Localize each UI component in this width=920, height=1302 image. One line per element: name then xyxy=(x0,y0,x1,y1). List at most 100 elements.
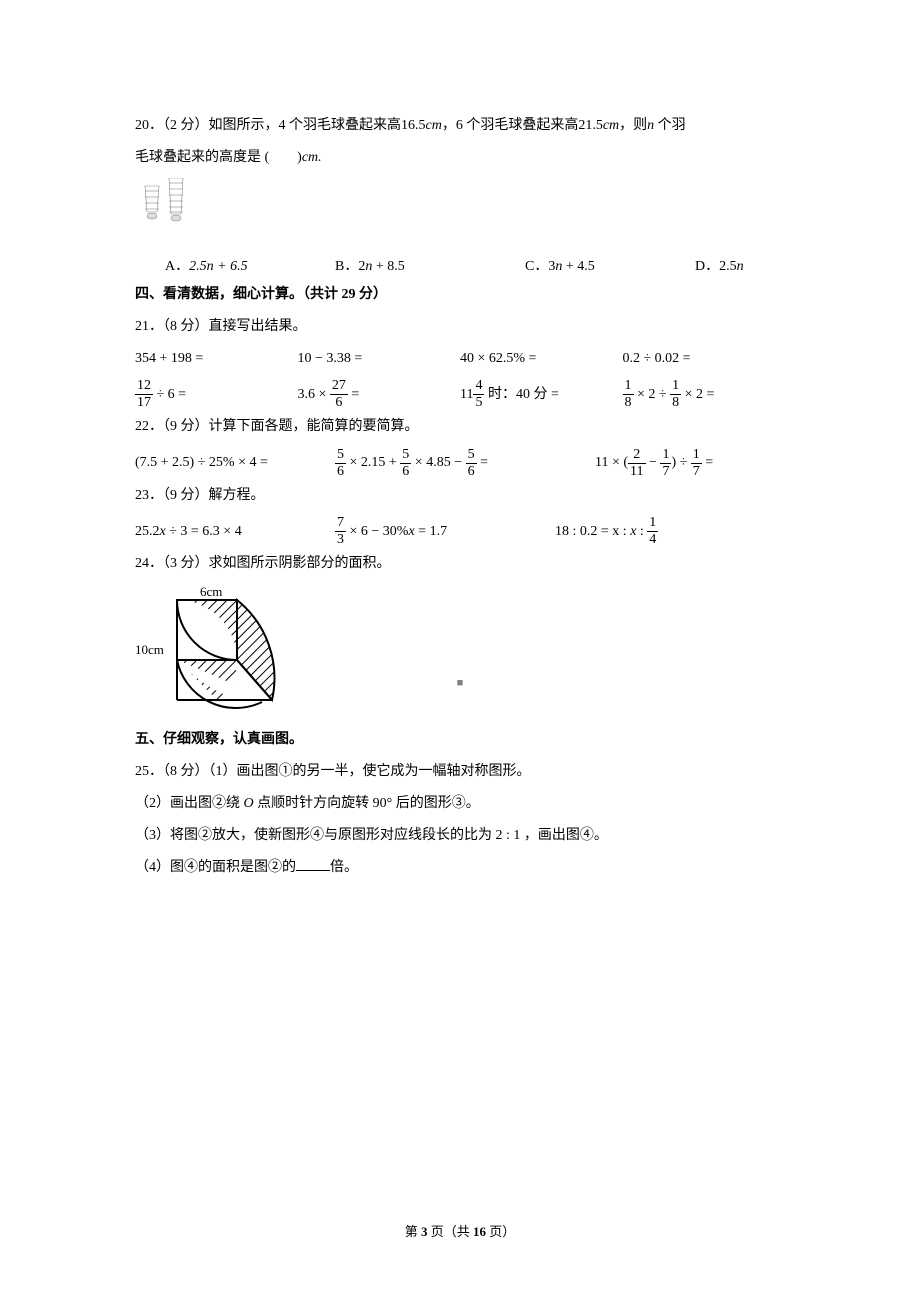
section5-heading: 五、仔细观察，认真画图。 xyxy=(135,726,785,754)
q25-p4: （4）图④的面积是图②的 倍。 xyxy=(135,854,785,882)
q20-choice-b: B．2n + 8.5 xyxy=(335,253,525,281)
fill-blank[interactable] xyxy=(296,858,330,872)
q20-choice-c: C．3n + 4.5 xyxy=(525,253,695,281)
tail: = xyxy=(702,455,713,470)
q23-c1: 25.2x ÷ 3 = 6.3 × 4 xyxy=(135,514,335,550)
f-num: 12 xyxy=(135,379,153,395)
t: 倍。 xyxy=(330,860,358,875)
q22-c2: 56 × 2.15 + 56 × 4.85 − 56 = xyxy=(335,445,595,481)
footer-e: 页） xyxy=(486,1224,515,1239)
label-left: 10cm xyxy=(135,642,164,657)
footer-a: 第 xyxy=(405,1224,421,1239)
q20-h2: 21.5 xyxy=(578,118,603,133)
m1: × 2.15 + xyxy=(346,455,400,470)
q20-choice-a: A．2.5n + 6.5 xyxy=(165,253,335,281)
label-top: 6cm xyxy=(200,584,222,599)
f-den: 7 xyxy=(691,464,702,479)
q23-c3: 18 : 0.2 = x : x : 14 xyxy=(555,514,785,550)
f-num: 1 xyxy=(623,379,634,395)
choice-b-expr: 2n + 8.5 xyxy=(358,259,404,274)
q20-text-1b: ，6 个羽毛球叠起来高 xyxy=(442,118,579,133)
page-footer: 第 3 页（共 16 页） xyxy=(0,1221,920,1240)
q20-h1: 16.5 xyxy=(401,118,426,133)
f-den: 5 xyxy=(473,395,484,410)
q24-figure: 6cm 10cm xyxy=(135,584,785,720)
choice-d-expr: 2.5n xyxy=(719,259,744,274)
choice-a-expr: 2.5n + 6.5 xyxy=(189,259,247,274)
f-num: 1 xyxy=(660,448,671,464)
m2: ) ÷ xyxy=(671,455,690,470)
q20-text-1d: 个羽 xyxy=(654,118,686,133)
f-den: 6 xyxy=(466,464,477,479)
f-den: 6 xyxy=(400,464,411,479)
q25-p3: （3）将图②放大，使新图形④与原图形对应线段长的比为 2 : 1 ，画出图④。 xyxy=(135,822,785,850)
f-den: 6 xyxy=(335,464,346,479)
choice-a-label: A． xyxy=(165,259,189,274)
m1: − xyxy=(646,455,661,470)
f-num: 1 xyxy=(691,448,702,464)
q20-text-1c: ，则 xyxy=(619,118,647,133)
section4-heading: 四、看清数据，细心计算。（共计 29 分） xyxy=(135,281,785,309)
t: （4）图④的面积是图②的 xyxy=(135,860,296,875)
q20-line1: 20．（2 分）如图所示，4 个羽毛球叠起来高16.5 cm ，6 个羽毛球叠起来高… xyxy=(135,112,785,140)
q24-title: 24．（3 分）求如图所示阴影部分的面积。 xyxy=(135,550,785,578)
q22-c3: 11 × (211 − 17) ÷ 17 = xyxy=(595,445,785,481)
q23-title: 23．（9 分）解方程。 xyxy=(135,482,785,510)
q21-r1c2: 10 − 3.38 = xyxy=(298,345,461,373)
tail: 时：40 分 = xyxy=(484,387,558,402)
q23-row: 25.2x ÷ 3 = 6.3 × 4 73 × 6 − 30%x = 1.7 … xyxy=(135,514,785,550)
f-den: 17 xyxy=(135,395,153,410)
f-num: 7 xyxy=(335,516,346,532)
q21-title: 21．（8 分）直接写出结果。 xyxy=(135,313,785,341)
q21-r2c4: 18 × 2 ÷ 18 × 2 = xyxy=(623,377,786,413)
q20-unit2: cm xyxy=(603,118,619,133)
footer-total: 16 xyxy=(473,1224,486,1239)
f-num: 5 xyxy=(335,448,346,464)
choice-d-label: D． xyxy=(695,259,719,274)
f-num: 1 xyxy=(670,379,681,395)
choice-b-label: B． xyxy=(335,259,358,274)
center-marker-icon: ■ xyxy=(457,677,464,689)
f-num: 2 xyxy=(628,448,645,464)
choice-c-label: C． xyxy=(525,259,548,274)
head: 18 : 0.2 = x : xyxy=(555,524,630,539)
tail: ÷ 6 = xyxy=(153,387,186,402)
q22-c1: (7.5 + 2.5) ÷ 25% × 4 = xyxy=(135,445,335,481)
f-den: 4 xyxy=(647,532,658,547)
q21-r2c2: 3.6 × 276 = xyxy=(298,377,461,413)
t: ，画出图④。 xyxy=(520,828,608,843)
q21-r2c1: 1217 ÷ 6 = xyxy=(135,377,298,413)
f-num: 1 xyxy=(647,516,658,532)
q22-row: (7.5 + 2.5) ÷ 25% × 4 = 56 × 2.15 + 56 ×… xyxy=(135,445,785,481)
q20-choices: A．2.5n + 6.5 B．2n + 8.5 C．3n + 4.5 D．2.5… xyxy=(135,253,785,281)
f-den: 6 xyxy=(330,395,348,410)
q20-text-1a: 20．（2 分）如图所示，4 个羽毛球叠起来高 xyxy=(135,118,401,133)
t: 后的图形③。 xyxy=(392,796,480,811)
q20-text-2: 毛球叠起来的高度是 ( ) xyxy=(135,150,302,165)
q25-p1: 25．（8 分）（1）画出图①的另一半，使它成为一幅轴对称图形。 xyxy=(135,758,785,786)
f-num: 5 xyxy=(466,448,477,464)
f-num: 4 xyxy=(473,379,484,395)
tail: = xyxy=(348,387,359,402)
q20-choice-d: D．2.5n xyxy=(695,253,785,281)
page-content: 20．（2 分）如图所示，4 个羽毛球叠起来高16.5 cm ，6 个羽毛球叠起来高… xyxy=(0,0,920,882)
q23-c2: 73 × 6 − 30%x = 1.7 xyxy=(335,514,555,550)
q21-r1c4: 0.2 ÷ 0.02 = xyxy=(623,345,786,373)
t: 点顺时针方向旋转 xyxy=(254,796,373,811)
f-den: 7 xyxy=(660,464,671,479)
deg: 90° xyxy=(373,796,393,811)
head: 11 xyxy=(460,387,473,402)
f-num: 27 xyxy=(330,379,348,395)
t: （3）将图②放大，使新图形④与原图形对应线段长的比为 xyxy=(135,828,496,843)
q21-r1c1: 354 + 198 = xyxy=(135,345,298,373)
mid: × 2 ÷ xyxy=(634,387,671,402)
f-den: 8 xyxy=(623,395,634,410)
tail: = xyxy=(477,455,488,470)
q20-line2: 毛球叠起来的高度是 ( )cm. xyxy=(135,144,785,172)
f-den: 8 xyxy=(670,395,681,410)
o: O xyxy=(244,796,254,811)
q22-title: 22．（9 分）计算下面各题，能简算的要简算。 xyxy=(135,413,785,441)
f-num: 5 xyxy=(400,448,411,464)
q21-r2c3: 1145 时：40 分 = xyxy=(460,377,623,413)
q25-p2: （2）画出图②绕 O 点顺时针方向旋转 90° 后的图形③。 xyxy=(135,790,785,818)
